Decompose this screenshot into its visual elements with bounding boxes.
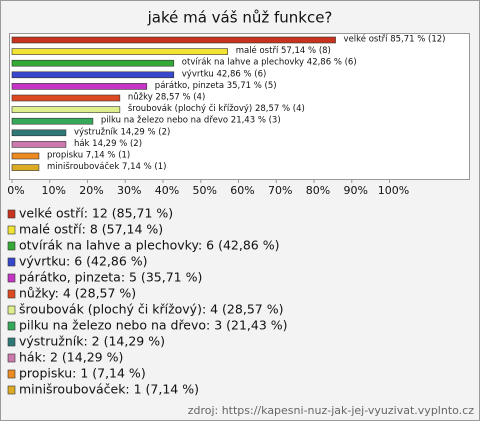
chart-title: jaké má váš nůž funkce? (147, 9, 333, 27)
x-tick-label: 30% (117, 184, 141, 197)
bar (11, 129, 67, 137)
bar (11, 94, 121, 102)
x-tick-label: 100% (378, 184, 409, 197)
bar (11, 71, 175, 79)
value-label: výstružník 14,29 % (2) (74, 127, 170, 137)
x-tick-label: 60% (230, 184, 254, 197)
legend-label: pilku na železo nebo na dřevo: 3 (21,43 … (19, 318, 288, 333)
legend-swatch (7, 321, 16, 331)
value-label: minišroubováček 7,14 % (1) (47, 161, 167, 172)
x-tick-label: 40% (155, 184, 179, 197)
legend-label: šroubovák (plochý či křížový): 4 (28,57 … (19, 302, 283, 317)
value-label: šroubovák (plochý či křížový) 28,57 % (4… (128, 103, 305, 114)
x-tick-label: 20% (79, 184, 103, 197)
bar (11, 141, 67, 148)
bar (11, 48, 229, 55)
bar (11, 106, 121, 113)
bar (11, 152, 40, 160)
value-label: propisku 7,14 % (1) (47, 151, 130, 161)
value-label: hák 14,29 % (2) (74, 139, 142, 149)
legend-swatch (7, 369, 16, 379)
x-tick-label: 80% (306, 184, 330, 197)
value-label: velké ostří 85,71 % (12) (344, 34, 446, 45)
legend-label: nůžky: 4 (28,57 %) (19, 286, 136, 301)
value-label: vývrtku 42,86 % (6) (182, 69, 267, 79)
legend-label: párátko, pinzeta: 5 (35,71 %) (19, 270, 202, 285)
x-tick-label: 10% (42, 184, 66, 197)
legend-swatch (7, 385, 16, 395)
bar (11, 83, 148, 90)
value-label: otvírák na lahve a plechovky 42,86 % (6) (182, 58, 357, 68)
legend-swatch (7, 241, 16, 251)
legend-label: minišroubováček: 1 (7,14 %) (19, 382, 199, 397)
legend-swatch (7, 225, 16, 235)
x-tick-label: 90% (344, 184, 368, 197)
legend-swatch (7, 289, 16, 299)
bar (11, 117, 94, 125)
legend-swatch (7, 257, 16, 267)
legend-swatch (7, 305, 16, 315)
legend-label: propisku: 1 (7,14 %) (19, 366, 146, 381)
bar (11, 36, 336, 44)
legend-label: hák: 2 (14,29 %) (19, 350, 123, 365)
value-label: nůžky 28,57 % (4) (128, 92, 205, 103)
legend-swatch (7, 273, 16, 283)
legend-label: výstružník: 2 (14,29 %) (19, 334, 165, 349)
legend-label: velké ostří: 12 (85,71 %) (19, 206, 173, 221)
value-label: pilku na železo nebo na dřevo 21,43 % (3… (101, 116, 281, 126)
x-tick-label: 70% (268, 184, 292, 197)
x-tick-label: 50% (193, 184, 217, 197)
legend-label: malé ostří: 8 (57,14 %) (19, 222, 163, 237)
bar (11, 164, 40, 171)
value-label: malé ostří 57,14 % (8) (236, 45, 331, 56)
value-label: párátko, pinzeta 35,71 % (5) (155, 81, 277, 91)
legend-label: otvírák na lahve a plechovky: 6 (42,86 %… (19, 238, 279, 253)
source: zdroj: https://kapesni-nuz-jak-jej-vyuzi… (188, 404, 475, 417)
x-tick-label: 0% (7, 184, 24, 197)
legend-swatch (7, 337, 16, 347)
legend-swatch (7, 353, 16, 363)
legend-label: vývrtku: 6 (42,86 %) (19, 254, 148, 269)
legend-swatch (7, 209, 16, 219)
bar (11, 59, 175, 67)
